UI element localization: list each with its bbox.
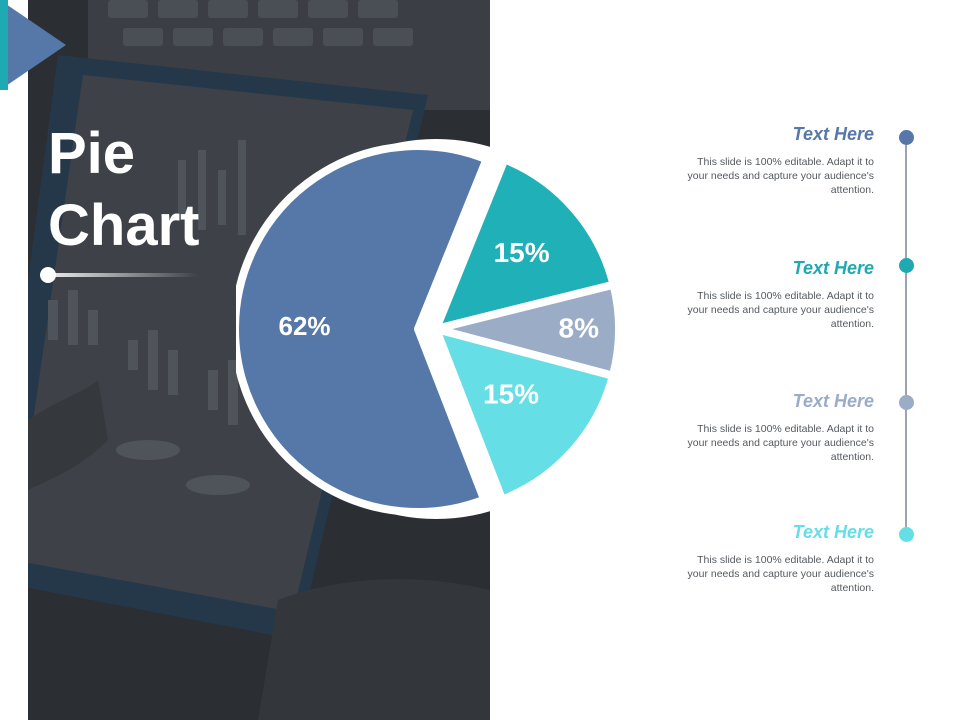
legend-item-body: This slide is 100% editable. Adapt it to…: [687, 423, 874, 463]
pie-slice-label-1: 62%: [279, 311, 331, 341]
corner-triangle-icon: [0, 0, 66, 90]
title-underline-decoration: [40, 267, 198, 283]
pie-chart: 15% 8% 15% 62%: [236, 139, 626, 519]
legend-item: Text Here This slide is 100% editable. Ad…: [674, 258, 874, 331]
legend-item-heading: Text Here: [792, 124, 874, 144]
pie-slice-label-3: 8%: [559, 312, 600, 343]
timeline-dot-icon: [899, 527, 914, 542]
title-line-2: Chart: [48, 193, 200, 258]
title-line-1: Pie: [48, 121, 136, 186]
timeline-line: [905, 138, 907, 536]
pie-slice-1: [236, 142, 491, 516]
legend-item: Text Here This slide is 100% editable. Ad…: [674, 124, 874, 197]
legend-item-body: This slide is 100% editable. Adapt it to…: [687, 290, 874, 330]
legend-item-heading: Text Here: [792, 522, 874, 542]
pie-slice-label-2: 15%: [494, 237, 550, 268]
page-title: Pie Chart: [48, 118, 199, 262]
pie-slice-2: [432, 155, 618, 333]
legend-item-body: This slide is 100% editable. Adapt it to…: [687, 554, 874, 594]
pie-slice-label-4: 15%: [483, 378, 539, 409]
timeline-dot-icon: [899, 258, 914, 273]
legend-item: Text Here This slide is 100% editable. Ad…: [674, 522, 874, 595]
legend-item-heading: Text Here: [792, 258, 874, 278]
legend-item-body: This slide is 100% editable. Adapt it to…: [687, 156, 874, 196]
legend-item: Text Here This slide is 100% editable. Ad…: [674, 391, 874, 464]
timeline-dot-icon: [899, 130, 914, 145]
pie-slice-4: [432, 325, 617, 504]
timeline-dot-icon: [899, 395, 914, 410]
legend-item-heading: Text Here: [792, 391, 874, 411]
title-rule-dot-icon: [40, 267, 56, 283]
